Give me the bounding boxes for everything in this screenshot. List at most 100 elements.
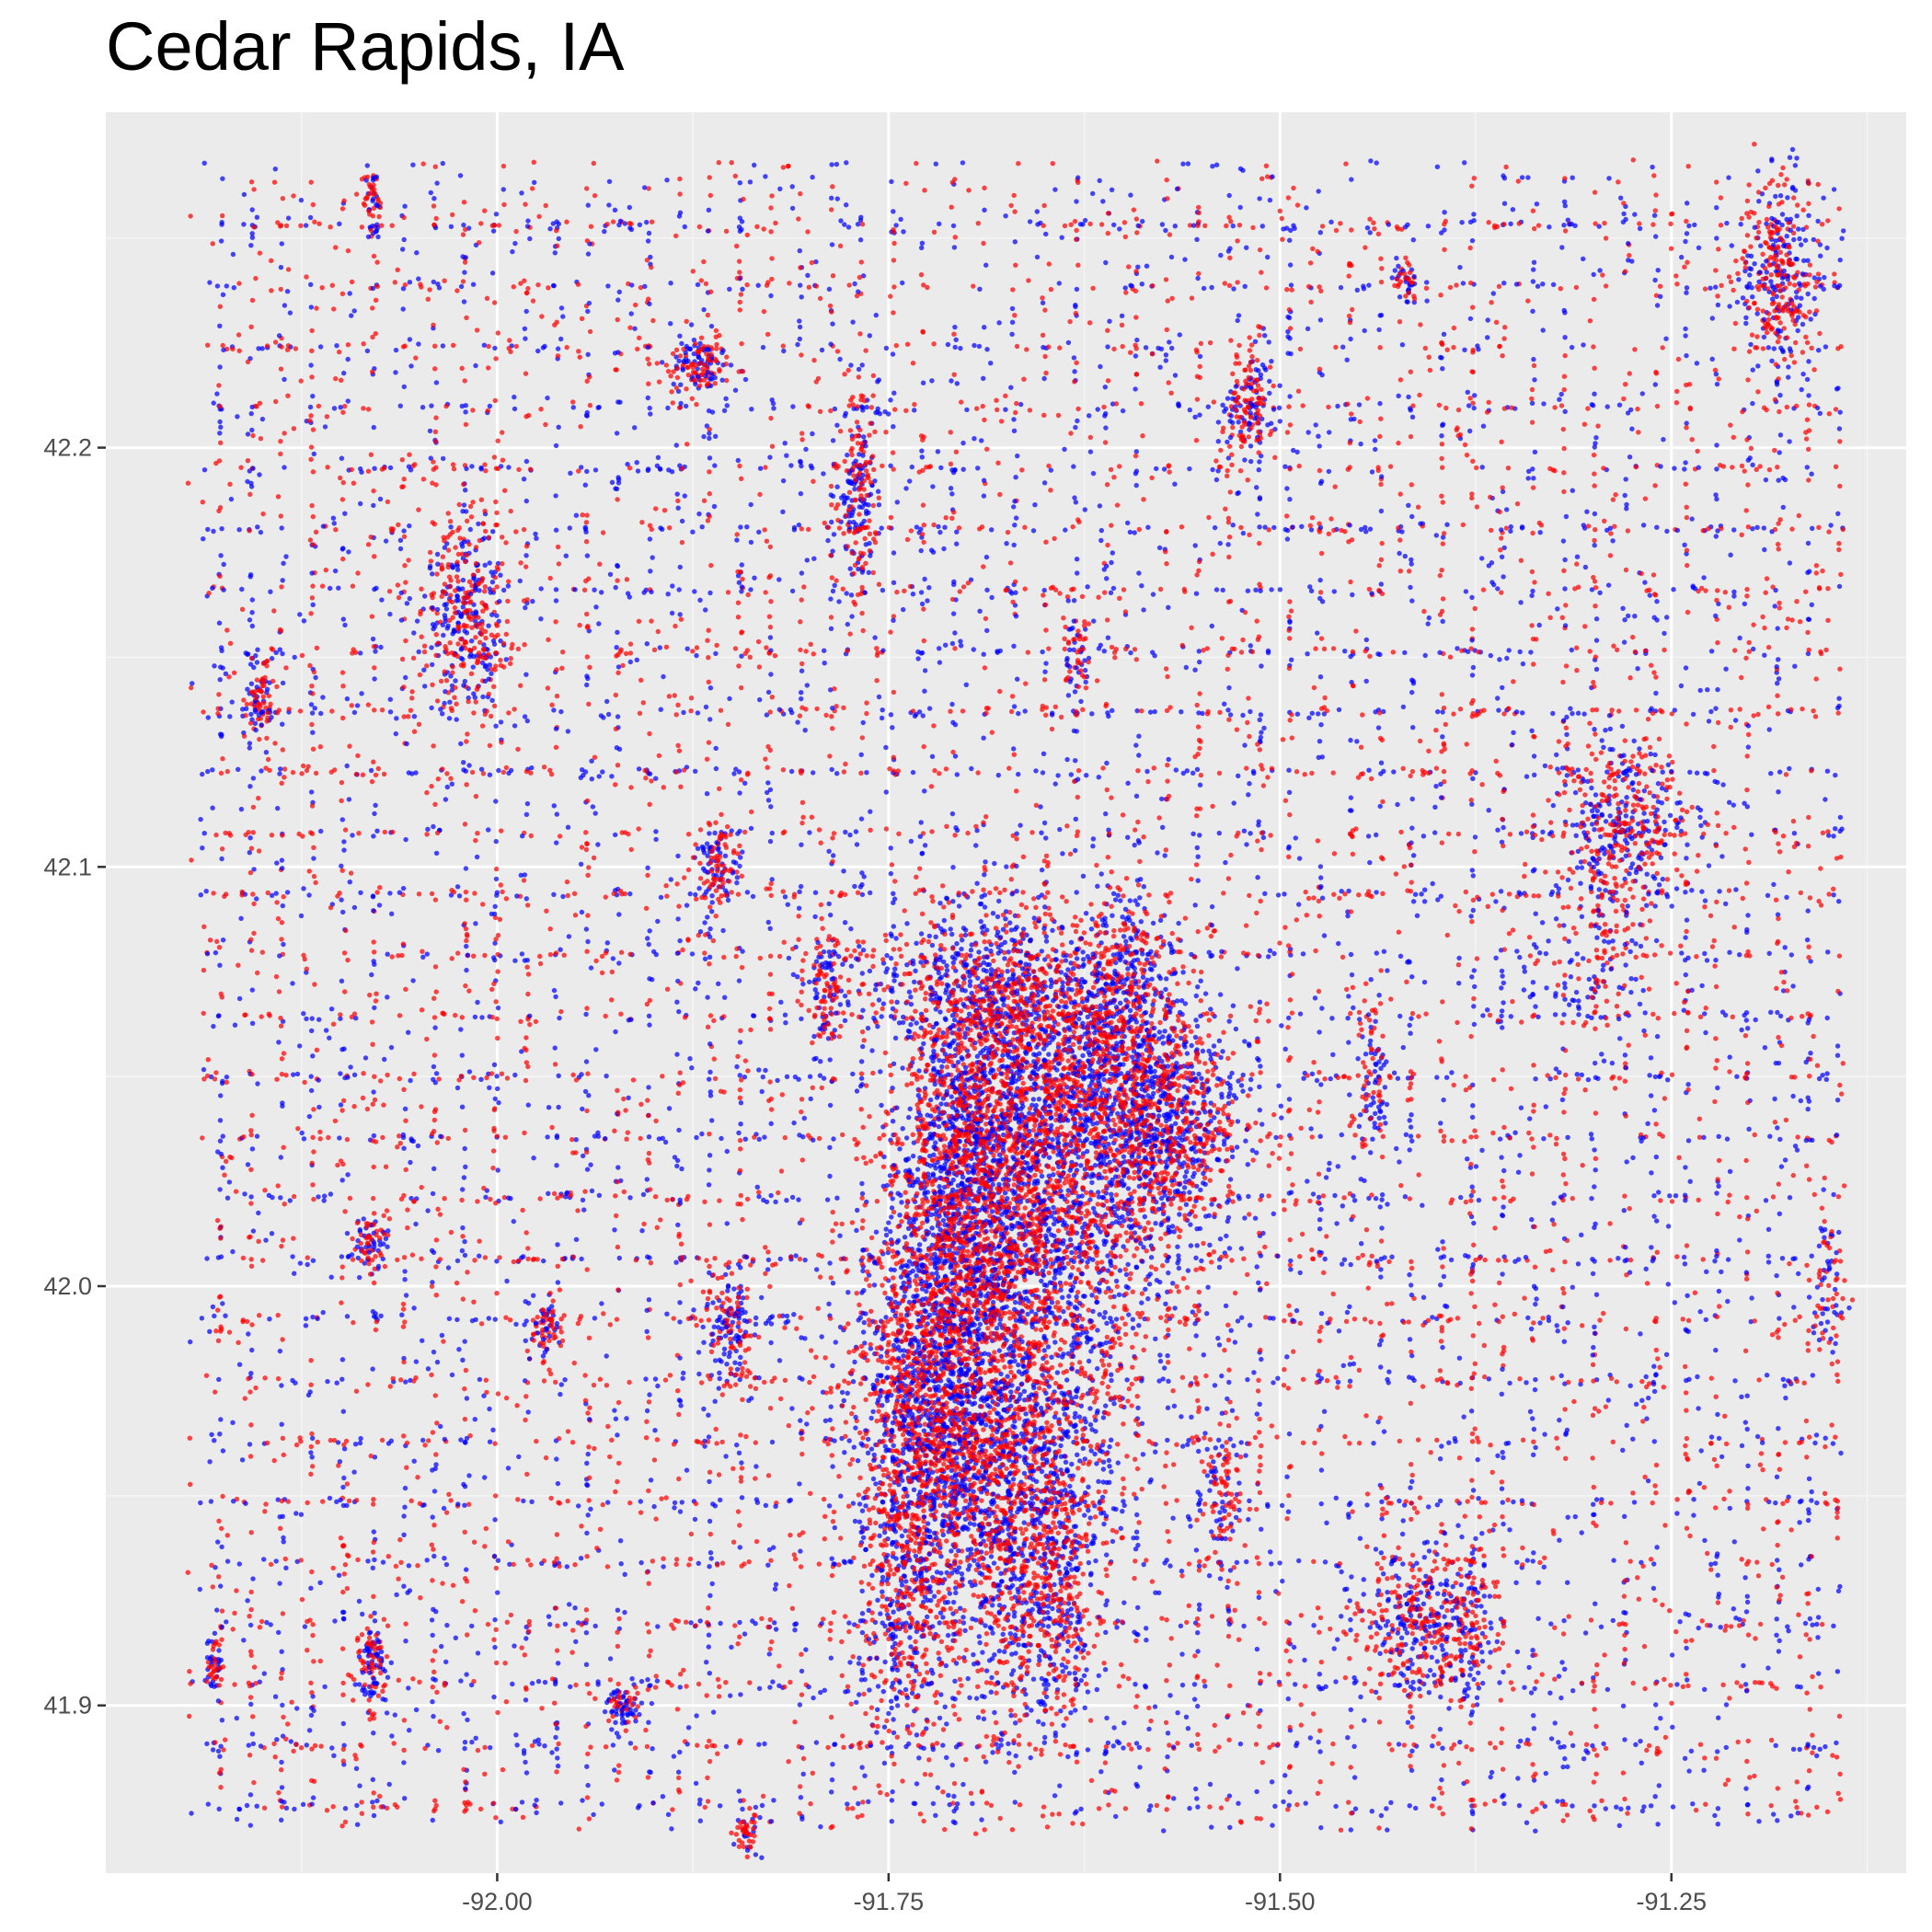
data-point — [431, 280, 436, 284]
data-point — [337, 222, 341, 226]
data-point — [217, 621, 222, 626]
data-point — [1471, 1488, 1476, 1492]
data-point — [1224, 1304, 1228, 1308]
data-point — [1838, 258, 1843, 262]
data-point — [1795, 213, 1800, 218]
data-point — [1831, 892, 1835, 897]
data-point — [892, 967, 897, 972]
data-point — [1715, 1749, 1719, 1754]
data-point — [1410, 725, 1415, 730]
data-point — [1190, 832, 1195, 836]
data-point — [785, 1075, 789, 1079]
data-point — [468, 527, 473, 532]
data-point — [556, 1764, 560, 1768]
data-point — [828, 913, 833, 917]
data-point — [1565, 1765, 1570, 1769]
data-point — [916, 1755, 921, 1760]
data-point — [1087, 1337, 1091, 1341]
data-point — [355, 1823, 360, 1827]
data-point — [370, 1366, 374, 1371]
data-point — [1576, 767, 1581, 772]
data-point — [1143, 1287, 1147, 1292]
data-point — [837, 1234, 842, 1238]
data-point — [464, 866, 468, 870]
data-point — [217, 420, 222, 424]
data-point — [201, 1067, 206, 1072]
data-point — [342, 512, 347, 516]
data-point — [1716, 1184, 1720, 1189]
data-point — [1507, 1527, 1512, 1532]
data-point — [1157, 546, 1162, 550]
data-point — [757, 1686, 762, 1691]
data-point — [753, 1322, 758, 1327]
data-point — [1392, 1071, 1397, 1075]
data-point — [738, 1362, 742, 1366]
data-point — [1337, 1328, 1341, 1333]
data-point — [1078, 699, 1083, 704]
data-point — [701, 434, 706, 439]
data-point — [1073, 1708, 1077, 1712]
data-point — [482, 535, 487, 540]
data-point — [1459, 1535, 1464, 1539]
data-point — [785, 1314, 789, 1318]
data-point — [882, 1725, 887, 1730]
data-point — [800, 982, 805, 986]
data-point — [1142, 1562, 1146, 1567]
data-point — [526, 1409, 531, 1414]
data-point — [996, 950, 1001, 955]
data-point — [1342, 1258, 1347, 1262]
data-point — [1051, 1205, 1055, 1210]
data-point — [1177, 1212, 1181, 1216]
data-point — [983, 1759, 988, 1764]
data-point — [463, 1253, 467, 1258]
data-point — [1773, 194, 1777, 199]
data-point — [321, 1310, 326, 1315]
data-point — [1075, 1386, 1080, 1390]
data-point — [1501, 574, 1505, 579]
data-point — [1385, 1202, 1389, 1206]
data-point — [372, 676, 376, 681]
data-point — [1650, 165, 1654, 169]
data-point — [1035, 255, 1040, 259]
data-point — [984, 555, 989, 559]
data-point — [1606, 582, 1611, 587]
data-point — [1255, 1264, 1259, 1269]
data-point — [467, 654, 472, 659]
data-point — [328, 586, 332, 591]
data-point — [982, 493, 986, 498]
data-point — [860, 362, 865, 367]
data-point — [648, 536, 652, 541]
data-point — [1581, 257, 1585, 261]
data-point — [1258, 495, 1262, 500]
data-point — [218, 1139, 223, 1144]
data-point — [1265, 255, 1270, 259]
data-point — [988, 361, 993, 365]
data-point — [1214, 587, 1219, 592]
data-point — [403, 837, 408, 842]
data-point — [1052, 1340, 1057, 1344]
data-point — [855, 1088, 859, 1093]
data-point — [463, 409, 467, 414]
data-point — [1655, 303, 1660, 307]
data-point — [753, 1316, 758, 1320]
data-point — [306, 1393, 311, 1397]
data-point — [426, 1366, 431, 1371]
data-point — [1375, 651, 1380, 656]
data-point — [585, 1783, 590, 1788]
data-point — [925, 598, 929, 603]
data-point — [247, 741, 252, 745]
data-point — [1265, 1502, 1270, 1507]
data-point — [1651, 1213, 1656, 1218]
data-point — [1072, 355, 1076, 360]
data-point — [217, 1187, 222, 1191]
data-point — [1792, 664, 1797, 669]
data-point — [1627, 454, 1632, 459]
data-point — [1644, 1374, 1649, 1379]
data-point — [989, 1554, 994, 1558]
data-point — [834, 1340, 838, 1344]
data-point — [1041, 376, 1046, 381]
data-point — [1075, 1306, 1079, 1311]
data-point — [382, 1057, 386, 1062]
data-point — [1397, 1159, 1401, 1164]
data-point — [568, 525, 572, 530]
